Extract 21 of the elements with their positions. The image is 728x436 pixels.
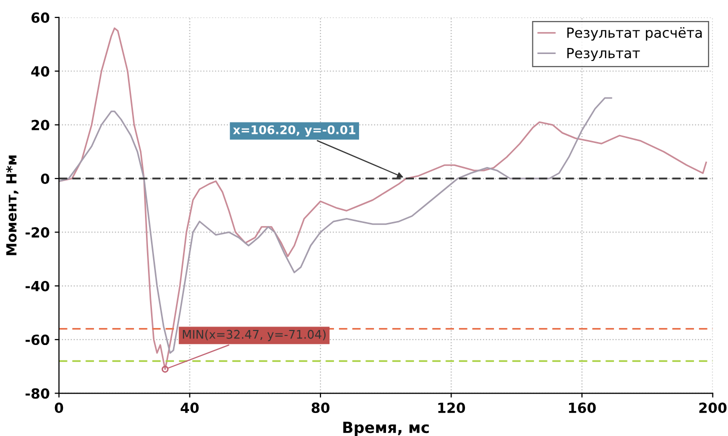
x-tick-label: 160: [569, 402, 596, 414]
x-tick-label: 0: [54, 402, 64, 414]
legend-label: Результат: [567, 48, 640, 61]
y-tick-label: -20: [26, 227, 50, 238]
y-axis-title: Момент, Н*м: [6, 155, 18, 256]
y-tick-label: -40: [26, 280, 50, 292]
y-tick-label: 20: [32, 120, 50, 130]
y-tick-label: -80: [26, 388, 50, 399]
y-tick-label: 0: [40, 173, 50, 184]
annotation: MIN(x=32.47, y=-71.04): [182, 330, 326, 342]
y-tick-label: 40: [31, 66, 50, 77]
x-tick-label: 200: [699, 402, 727, 414]
line-series: [58, 97, 612, 354]
x-tick-label: 80: [312, 402, 330, 414]
y-tick-label: -60: [26, 334, 50, 346]
x-axis-title: Время, мс: [343, 422, 429, 436]
annotation: x=106.20, y=-0.01: [233, 125, 356, 137]
y-tick-label: 60: [31, 12, 50, 23]
legend-label: Результат расчёта: [567, 27, 702, 41]
x-tick-label: 40: [180, 402, 199, 414]
x-tick-label: 120: [438, 402, 466, 414]
